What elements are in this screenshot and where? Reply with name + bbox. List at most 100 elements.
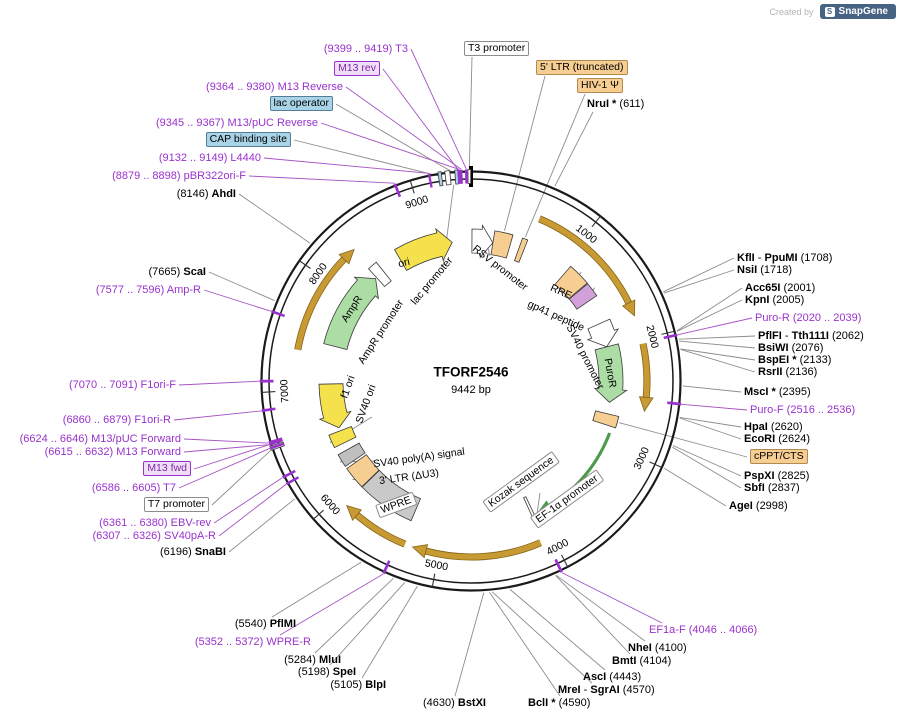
feature-cppt-cts[interactable] <box>592 410 620 429</box>
label-5352-5372-wpre-r[interactable]: (5352 .. 5372) WPRE-R <box>194 635 311 648</box>
label-pspxi-2825[interactable]: PspXI (2825) <box>744 469 810 482</box>
orf-arrow-2-head[interactable] <box>638 396 654 413</box>
label-cap-binding-site[interactable]: CAP binding site <box>205 131 291 147</box>
created-by-text: Created by <box>769 6 814 17</box>
label-9132-9149-l4440[interactable]: (9132 .. 9149) L4440 <box>158 151 261 164</box>
feature-t3-promoter[interactable] <box>467 169 472 184</box>
feature-cap-binding-site[interactable] <box>437 171 444 187</box>
primer-mark-f1ori-f[interactable] <box>259 379 274 383</box>
label-9364-9380-m13-reverse[interactable]: (9364 .. 9380) M13 Reverse <box>206 80 343 93</box>
orf-arrow-3-head[interactable] <box>411 544 429 559</box>
primer-mark-sv40pa-r[interactable] <box>285 476 300 486</box>
primer-mark-m13-forward[interactable] <box>268 439 283 446</box>
label-bsiwi-2076[interactable]: BsiWI (2076) <box>758 341 824 354</box>
orf-arrow-4-head[interactable] <box>346 504 363 521</box>
feature-puror[interactable] <box>593 343 628 403</box>
label-msci-2395[interactable]: MscI * (2395) <box>744 385 811 398</box>
label-7070-7091-f1ori-f[interactable]: (7070 .. 7091) F1ori-F <box>69 378 176 391</box>
feature-lac-promoter[interactable] <box>444 170 452 186</box>
primer-mark-wpre-r[interactable] <box>382 560 391 575</box>
label-9399-9419-t3[interactable]: (9399 .. 9419) T3 <box>323 42 408 55</box>
label-nrui-611[interactable]: NruI * (611) <box>587 97 645 110</box>
label-6361-6380-ebv-rev[interactable]: (6361 .. 6380) EBV-rev <box>99 516 211 529</box>
label-pflfi-tth111i-2062[interactable]: PflFI - Tth111I (2062) <box>758 329 864 342</box>
label-6860-6879-f1ori-r[interactable]: (6860 .. 6879) F1ori-R <box>62 413 171 426</box>
label-bcli-4590[interactable]: BclI * (4590) <box>528 696 591 709</box>
label-sbfi-2837[interactable]: SbfI (2837) <box>744 481 800 494</box>
label-5-ltr-truncated[interactable]: 5' LTR (truncated) <box>536 59 628 75</box>
primer-mark-m13-puc-reverse[interactable] <box>457 169 462 184</box>
orf-arrow-3[interactable] <box>425 540 542 560</box>
orf-arrow-4[interactable] <box>355 512 406 547</box>
label-6307-6326-sv40pa-r[interactable]: (6307 .. 6326) SV40pA-R <box>92 529 216 542</box>
label-acc65i-2001[interactable]: Acc65I (2001) <box>745 281 816 294</box>
primer-mark-t3[interactable] <box>464 169 468 184</box>
label-4630-bstxi[interactable]: (4630) BstXI <box>423 696 486 709</box>
label-kpni-2005[interactable]: KpnI (2005) <box>745 293 805 306</box>
label-asci-4443[interactable]: AscI (4443) <box>583 670 642 683</box>
label-6615-6632-m13-forward[interactable]: (6615 .. 6632) M13 Forward <box>44 445 181 458</box>
label-5198-spei[interactable]: (5198) SpeI <box>297 665 356 678</box>
label-puro-f-2516-2536[interactable]: Puro-F (2516 .. 2536) <box>750 403 856 416</box>
feature-rsv-promoter[interactable] <box>471 224 494 259</box>
label-ecori-2624[interactable]: EcoRI (2624) <box>744 432 811 445</box>
feature-sv40-ori[interactable] <box>328 425 357 449</box>
label-kfli-ppumi-1708[interactable]: KflI - PpuMI (1708) <box>737 251 833 264</box>
label-lac-operator[interactable]: lac operator <box>269 95 333 111</box>
orf-arrow-5[interactable] <box>295 257 346 351</box>
label-nhei-4100[interactable]: NheI (4100) <box>628 641 687 654</box>
label-hpai-2620[interactable]: HpaI (2620) <box>744 420 803 433</box>
primer-mark-t7[interactable] <box>270 442 285 450</box>
feature-sv40-promoter[interactable] <box>586 318 620 348</box>
feature-gp41-peptide[interactable] <box>568 283 598 310</box>
label-m13-fwd[interactable]: M13 fwd <box>143 460 191 476</box>
label-t7-promoter[interactable]: T7 promoter <box>143 496 209 512</box>
feature-f1-ori[interactable] <box>318 383 352 429</box>
label-5284-mlui[interactable]: (5284) MluI <box>284 653 341 666</box>
label-t3-promoter[interactable]: T3 promoter <box>464 40 530 56</box>
label-bmti-4104[interactable]: BmtI (4104) <box>612 654 672 667</box>
primer-mark-pbr322ori-f[interactable] <box>393 183 402 198</box>
label-rsrii-2136[interactable]: RsrII (2136) <box>758 365 818 378</box>
primer-mark-puro-r[interactable] <box>663 333 678 340</box>
label-m13-rev[interactable]: M13 rev <box>334 60 380 76</box>
tick-mark <box>261 391 276 393</box>
label-5105-blpi[interactable]: (5105) BlpI <box>330 678 386 691</box>
primer-mark-ef1a-f[interactable] <box>554 558 563 573</box>
primer-mark-amp-r[interactable] <box>270 310 285 318</box>
label-cppt-cts[interactable]: cPPT/CTS <box>750 448 808 464</box>
feature-ori[interactable] <box>393 227 453 271</box>
label-6624-6646-m13-puc-forward[interactable]: (6624 .. 6646) M13/pUC Forward <box>19 432 181 445</box>
label-bspei-2133[interactable]: BspEI * (2133) <box>758 353 832 366</box>
feature-sv40-poly-a-signal[interactable] <box>337 442 366 467</box>
feature-5-ltr-truncated[interactable] <box>490 230 514 259</box>
label-7577-7596-amp-r[interactable]: (7577 .. 7596) Amp-R <box>95 283 201 296</box>
label-8146-ahdi[interactable]: (8146) AhdI <box>176 187 236 200</box>
orf-arrow-5-head[interactable] <box>338 248 355 265</box>
feature-ampr-promoter[interactable] <box>367 261 392 288</box>
label-hiv-1[interactable]: HIV-1 Ψ <box>577 77 623 93</box>
label-puro-r-2020-2039[interactable]: Puro-R (2020 .. 2039) <box>755 311 862 324</box>
primer-mark-ebv-rev[interactable] <box>282 469 296 479</box>
orf-arrow-1-head[interactable] <box>621 299 636 317</box>
label-5540-pflmi[interactable]: (5540) PflMI <box>234 617 296 630</box>
feature-ampr[interactable] <box>323 276 379 350</box>
snapgene-badge[interactable]: S SnapGene <box>819 4 896 19</box>
orf-arrow-1[interactable] <box>538 216 632 305</box>
label-agei-2998[interactable]: AgeI (2998) <box>729 499 788 512</box>
feature-hiv-1[interactable] <box>513 237 529 263</box>
primer-mark-l4440[interactable] <box>427 173 433 188</box>
primer-mark-f1ori-r[interactable] <box>261 407 276 413</box>
label-ef1a-f-4046-4066[interactable]: EF1a-F (4046 .. 4066) <box>649 623 758 636</box>
feature-rre[interactable] <box>554 265 588 300</box>
label-nsii-1718[interactable]: NsiI (1718) <box>737 263 793 276</box>
label-8879-8898-pbr322ori-f[interactable]: (8879 .. 8898) pBR322ori-F <box>112 169 246 182</box>
feature-3-ltr-u3[interactable] <box>346 454 380 488</box>
primer-mark-puro-f[interactable] <box>667 401 682 406</box>
label-9345-9367-m13-puc-reverse[interactable]: (9345 .. 9367) M13/pUC Reverse <box>155 116 318 129</box>
label-7665-scai[interactable]: (7665) ScaI <box>148 265 207 278</box>
orf-arrow-2[interactable] <box>640 343 650 398</box>
label-mrei-sgrai-4570[interactable]: MreI - SgrAI (4570) <box>558 683 655 696</box>
label-6586-6605-t7[interactable]: (6586 .. 6605) T7 <box>91 481 176 494</box>
label-6196-snabi[interactable]: (6196) SnaBI <box>159 545 226 558</box>
